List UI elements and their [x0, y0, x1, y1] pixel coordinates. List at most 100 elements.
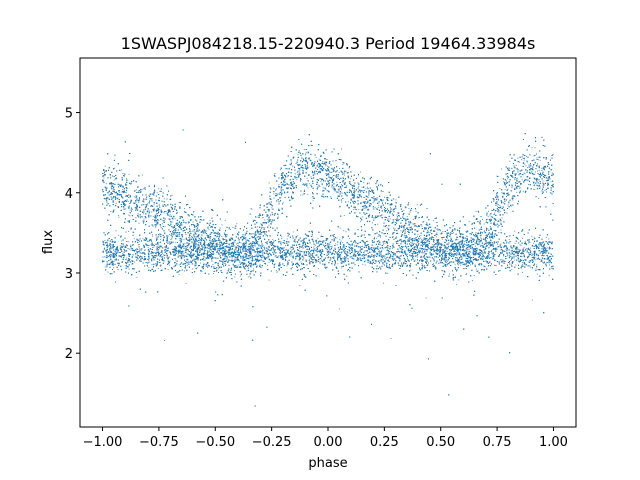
data-point [435, 236, 437, 238]
data-point [187, 253, 189, 255]
data-point [346, 184, 348, 186]
data-point [247, 276, 249, 278]
data-point [124, 254, 126, 256]
data-point [425, 256, 427, 258]
data-point [460, 253, 462, 255]
data-point [481, 263, 483, 264]
data-point [536, 273, 538, 275]
data-point [521, 179, 523, 181]
data-point [517, 251, 519, 253]
data-point [227, 245, 229, 247]
data-point [307, 152, 309, 154]
data-point [519, 161, 521, 163]
data-point [425, 266, 427, 268]
data-point [506, 180, 507, 182]
data-point [417, 248, 419, 249]
data-point [457, 239, 459, 241]
data-point [525, 259, 527, 260]
data-point [386, 266, 387, 268]
data-point [504, 261, 506, 262]
data-point [119, 263, 120, 265]
data-point [303, 148, 305, 150]
data-point [374, 236, 375, 238]
data-point [125, 204, 127, 206]
data-point [159, 233, 161, 235]
data-point [231, 242, 233, 244]
data-point [531, 147, 533, 149]
data-point [542, 261, 543, 263]
data-point [261, 255, 263, 257]
data-point [343, 174, 345, 176]
data-point [204, 251, 205, 253]
data-point [335, 243, 337, 245]
data-point [171, 238, 173, 240]
data-point [130, 249, 132, 251]
data-point [163, 220, 165, 222]
data-point [301, 239, 303, 241]
data-point [515, 164, 517, 166]
data-point [246, 270, 248, 272]
data-point [170, 239, 172, 241]
data-point [377, 207, 379, 208]
data-point [442, 250, 443, 252]
data-point [421, 251, 423, 253]
data-point [142, 216, 143, 218]
data-point [415, 210, 417, 212]
data-point [216, 249, 218, 251]
data-point [468, 249, 470, 250]
data-point [166, 254, 168, 256]
data-point [221, 253, 223, 254]
data-point [272, 238, 274, 240]
data-point [158, 219, 160, 221]
data-point [174, 231, 175, 233]
data-point [313, 172, 315, 173]
data-point [167, 269, 169, 270]
data-point [458, 264, 459, 266]
data-point [446, 260, 448, 262]
data-point [278, 184, 280, 186]
data-point [312, 197, 314, 199]
data-point [461, 243, 463, 245]
data-point [166, 256, 168, 258]
data-point [326, 244, 328, 246]
data-point [184, 267, 186, 269]
data-point [467, 259, 469, 261]
data-point [539, 175, 541, 177]
data-point [537, 188, 538, 190]
data-point [169, 233, 170, 235]
data-point [331, 176, 333, 178]
data-point [320, 258, 322, 260]
data-point [113, 179, 115, 181]
data-point [140, 249, 142, 251]
data-point [217, 231, 219, 233]
data-point [215, 246, 217, 248]
data-point [532, 173, 534, 175]
data-point [322, 259, 324, 261]
data-point [121, 240, 123, 242]
data-point [499, 188, 501, 189]
data-point [148, 259, 150, 261]
data-point [351, 256, 352, 258]
data-point [234, 270, 235, 272]
data-point [468, 256, 470, 258]
data-point [395, 263, 396, 265]
data-point [498, 210, 500, 212]
data-point [264, 227, 266, 229]
data-point [526, 179, 527, 181]
data-point [481, 268, 483, 270]
data-point [537, 170, 538, 172]
data-point [450, 251, 452, 253]
data-point [225, 263, 227, 265]
data-point [286, 265, 288, 267]
data-point [533, 242, 535, 244]
data-point [369, 256, 371, 258]
data-point [382, 248, 384, 250]
data-point [245, 244, 247, 246]
data-point [527, 250, 528, 252]
data-point [419, 249, 421, 251]
data-point [151, 240, 153, 242]
data-point [333, 249, 334, 251]
data-point [223, 232, 225, 234]
data-point [313, 256, 315, 258]
data-point [211, 255, 213, 257]
